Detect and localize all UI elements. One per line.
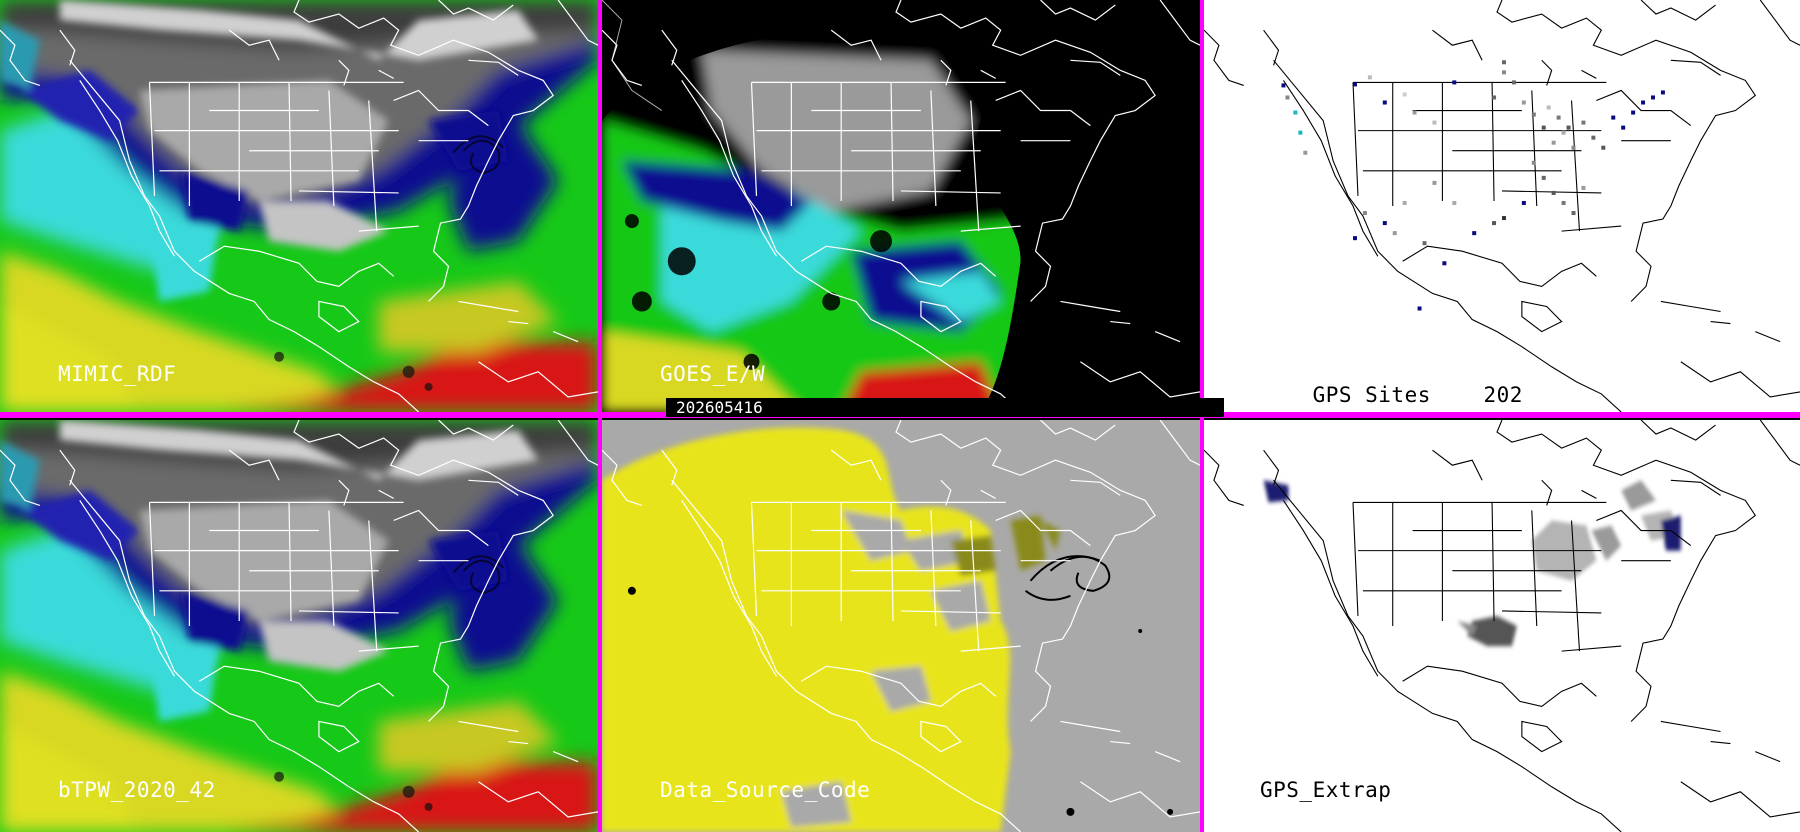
gps-site-marker: [1551, 190, 1556, 195]
data-source-code-map-image: [602, 420, 1200, 832]
gps-site-marker: [1521, 100, 1526, 105]
gps-site-marker: [1631, 110, 1636, 115]
gps-site-marker: [1541, 125, 1546, 130]
gps-site-marker: [1502, 216, 1506, 221]
gps-site-marker: [1392, 231, 1397, 236]
timestamp-text: 202605416: [676, 398, 763, 417]
panel-label: GPS Sites 202: [1260, 364, 1523, 412]
gps-site-marker: [1281, 83, 1286, 88]
gps-site-marker: [1382, 221, 1387, 226]
gps-site-marker: [1412, 110, 1417, 115]
gps-site-marker: [1353, 82, 1357, 87]
gps-site-marker: [1492, 221, 1497, 226]
gps-site-marker: [1601, 145, 1606, 150]
goes-ew-panel: GOES_E/W: [602, 0, 1200, 412]
gps-site-marker: [1432, 120, 1437, 125]
btpw-panel: bTPW_2020_42: [0, 420, 598, 832]
panel-label: Data_Source_Code: [660, 778, 871, 802]
gps-site-marker: [1611, 115, 1616, 120]
gps-site-marker: [1362, 211, 1367, 216]
gps-site-marker: [1561, 200, 1566, 205]
gps-site-marker: [1556, 115, 1561, 120]
gps-site-marker: [1621, 125, 1626, 130]
gps-sites-label: GPS Sites: [1312, 383, 1431, 407]
gps-site-marker: [1551, 140, 1556, 145]
gps-extrap-map-image: [1204, 420, 1800, 832]
gps-site-marker: [1367, 75, 1372, 80]
gps-site-marker: [1402, 200, 1407, 205]
gps-site-marker: [1298, 130, 1303, 135]
gps-site-marker: [1502, 70, 1506, 75]
gps-site-marker: [1442, 261, 1447, 266]
timestamp-bar: 202605416: [666, 398, 1224, 417]
gps-site-marker: [1641, 100, 1646, 105]
tpw-map-image: [0, 0, 598, 412]
gps-site-marker: [1492, 95, 1497, 100]
gps-sites-count: 202: [1483, 383, 1523, 407]
gps-extrap-panel: GPS_Extrap: [1204, 420, 1800, 832]
gps-site-marker: [1591, 135, 1596, 140]
gps-site-marker: [1472, 231, 1477, 236]
gps-site-marker: [1382, 100, 1387, 105]
gps-site-marker: [1452, 80, 1457, 85]
goes-map-image: [602, 0, 1200, 412]
gps-site-marker: [1511, 80, 1516, 85]
gps-site-marker: [1502, 60, 1506, 65]
gps-site-marker: [1546, 105, 1551, 110]
btpw-map-image: [0, 420, 598, 832]
panel-label: bTPW_2020_42: [58, 778, 216, 802]
gps-site-marker: [1353, 236, 1357, 241]
gps-site-marker: [1651, 95, 1655, 100]
gps-site-marker: [1541, 175, 1546, 180]
gps-site-marker: [1581, 120, 1586, 125]
gps-site-marker: [1432, 180, 1437, 185]
panel-label: GOES_E/W: [660, 362, 766, 386]
gps-site-marker: [1422, 241, 1427, 246]
gps-site-marker: [1531, 160, 1536, 165]
gps-site-marker: [1293, 110, 1298, 115]
gps-site-marker: [1571, 211, 1576, 216]
gps-site-marker: [1402, 92, 1407, 97]
data-source-code-panel: Data_Source_Code: [602, 420, 1200, 832]
gps-site-marker: [1303, 150, 1308, 155]
gps-site-marker: [1566, 125, 1571, 130]
gps-sites-map-image: [1204, 0, 1800, 412]
gps-site-marker: [1561, 130, 1566, 135]
gps-site-marker: [1285, 95, 1290, 100]
gps-site-marker: [1521, 200, 1526, 205]
gps-sites-panel: GPS Sites 202: [1204, 0, 1800, 412]
gps-site-marker: [1452, 200, 1457, 205]
gps-site-marker: [1581, 185, 1586, 190]
panel-label: MIMIC_RDF: [58, 362, 177, 386]
panel-label: GPS_Extrap: [1260, 778, 1392, 802]
gps-site-marker: [1531, 112, 1536, 117]
gps-site-marker: [1417, 306, 1422, 311]
mimic-rdf-panel: MIMIC_RDF: [0, 0, 598, 412]
gps-site-marker: [1571, 145, 1576, 150]
gps-site-marker: [1660, 90, 1665, 95]
